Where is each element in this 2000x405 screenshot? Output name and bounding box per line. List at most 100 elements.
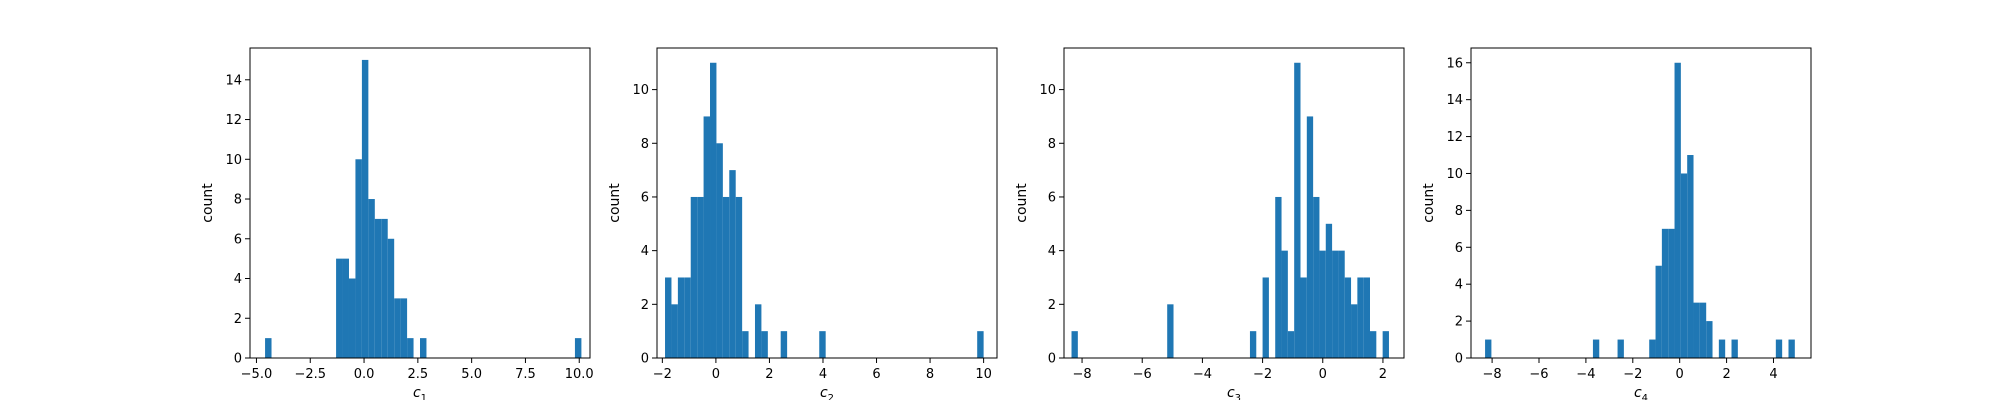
y-tick-label: 0 bbox=[1455, 352, 1463, 367]
y-tick-label: 2 bbox=[1455, 315, 1463, 330]
histogram-bar bbox=[1706, 321, 1713, 358]
histogram-bar bbox=[1071, 331, 1078, 358]
histogram-bar bbox=[1338, 250, 1345, 358]
histogram-bar bbox=[665, 277, 672, 358]
histogram-bar bbox=[1370, 331, 1377, 358]
histogram-bar bbox=[1382, 331, 1389, 358]
x-axis-label-subscript: 3 bbox=[1235, 393, 1241, 400]
y-axis-label: count bbox=[1421, 183, 1437, 223]
histogram-bar bbox=[1262, 277, 1269, 358]
x-tick-label: 0 bbox=[1676, 367, 1684, 382]
x-axis-label-subscript: 1 bbox=[421, 393, 427, 400]
histogram-bar bbox=[754, 304, 762, 358]
histogram-bar bbox=[381, 218, 388, 358]
y-tick-label: 8 bbox=[1455, 204, 1463, 219]
y-tick-label: 6 bbox=[641, 190, 649, 205]
x-tick-label: −6 bbox=[1133, 367, 1152, 382]
y-tick-label: 8 bbox=[234, 193, 242, 208]
histogram-bar bbox=[761, 331, 768, 358]
x-tick-label: 5.0 bbox=[461, 367, 482, 382]
histogram-bar bbox=[1300, 277, 1307, 358]
histogram-bar bbox=[1699, 302, 1707, 358]
y-tick-label: 4 bbox=[234, 272, 242, 287]
y-tick-label: 14 bbox=[225, 73, 242, 88]
x-tick-label: 0 bbox=[712, 367, 720, 382]
x-tick-label: −2 bbox=[653, 367, 672, 382]
x-tick-label: −4 bbox=[1576, 367, 1595, 382]
histogram-panel-1: −5.0 −2.5 0.0 2.5 5.0 7.5 10.0 0 2 4 6 8 10 12 14 c1 cou… bbox=[200, 47, 594, 404]
x-axis-label-base: c bbox=[413, 385, 421, 400]
y-axis-label: count bbox=[200, 183, 216, 223]
y-tick-label: 10 bbox=[1446, 167, 1463, 182]
x-tick-label: 7.5 bbox=[515, 367, 536, 382]
histogram-bar bbox=[1287, 331, 1295, 358]
x-axis-label-subscript: 4 bbox=[1642, 393, 1648, 400]
y-tick-label: 8 bbox=[641, 137, 649, 152]
histogram-bar bbox=[1649, 339, 1656, 358]
histogram-bar bbox=[1718, 339, 1726, 358]
x-axis-label-base: c bbox=[1634, 385, 1642, 400]
axes-frame bbox=[1063, 47, 1405, 359]
histogram-bar bbox=[1655, 265, 1662, 358]
histogram-bar bbox=[684, 277, 691, 358]
histogram-bar bbox=[722, 196, 730, 358]
histogram-bar bbox=[407, 338, 414, 358]
histogram-bar bbox=[819, 331, 826, 358]
x-axis-label-base: c bbox=[1227, 385, 1235, 400]
x-tick-label: −6 bbox=[1529, 367, 1548, 382]
y-tick-label: 2 bbox=[641, 298, 649, 313]
x-tick-label: 2 bbox=[1722, 367, 1730, 382]
histogram-bar bbox=[342, 258, 349, 358]
x-tick-label: −2 bbox=[1253, 367, 1272, 382]
y-tick-label: 4 bbox=[1455, 278, 1463, 293]
histogram-bar bbox=[697, 196, 704, 358]
histogram-bar bbox=[1281, 250, 1288, 358]
histogram-bar bbox=[780, 331, 788, 358]
y-axis-label: count bbox=[1014, 183, 1030, 223]
x-tick-label: 2 bbox=[1379, 367, 1387, 382]
histogram-bar bbox=[400, 298, 408, 358]
x-tick-label: −5.0 bbox=[241, 367, 273, 382]
axes-frame bbox=[249, 47, 591, 359]
histogram-bar bbox=[1693, 302, 1700, 358]
histogram-bar bbox=[710, 62, 717, 358]
histogram-bar bbox=[355, 159, 362, 358]
histogram-bar bbox=[265, 338, 272, 358]
histogram-bar bbox=[1167, 304, 1174, 358]
histogram-bar bbox=[735, 196, 743, 358]
histogram-bar bbox=[1674, 62, 1681, 358]
histogram-bar bbox=[1325, 223, 1333, 358]
y-tick-label: 4 bbox=[641, 244, 649, 259]
x-axis-label: c4 bbox=[1634, 385, 1648, 400]
histogram-bar bbox=[1731, 339, 1738, 358]
x-axis-label: c1 bbox=[413, 385, 427, 400]
y-tick-label: 8 bbox=[1048, 137, 1056, 152]
histogram-bar bbox=[671, 304, 678, 358]
histogram-bar bbox=[703, 116, 711, 358]
histogram-bar bbox=[1668, 228, 1675, 358]
histogram-bar bbox=[361, 59, 369, 359]
y-tick-label: 16 bbox=[1446, 56, 1463, 71]
histogram-bar bbox=[742, 331, 749, 358]
histogram-bar bbox=[1357, 277, 1364, 358]
histogram-bar bbox=[1661, 228, 1669, 358]
x-tick-label: 2.5 bbox=[408, 367, 429, 382]
x-tick-label: −2 bbox=[1623, 367, 1642, 382]
x-axis-label: c3 bbox=[1227, 385, 1241, 400]
histogram-bar bbox=[1775, 339, 1783, 358]
x-tick-label: 6 bbox=[872, 367, 880, 382]
histogram-bar bbox=[348, 278, 356, 358]
histogram-bar bbox=[677, 277, 685, 358]
histogram-bar bbox=[1319, 250, 1326, 358]
histogram-bar bbox=[729, 170, 736, 358]
histogram-bar bbox=[420, 338, 427, 358]
y-tick-label: 12 bbox=[225, 113, 242, 128]
histogram-bar bbox=[1680, 173, 1688, 358]
y-tick-label: 0 bbox=[234, 352, 242, 367]
x-tick-label: 2 bbox=[765, 367, 773, 382]
x-axis-label: c2 bbox=[820, 385, 834, 400]
x-tick-label: 4 bbox=[819, 367, 827, 382]
